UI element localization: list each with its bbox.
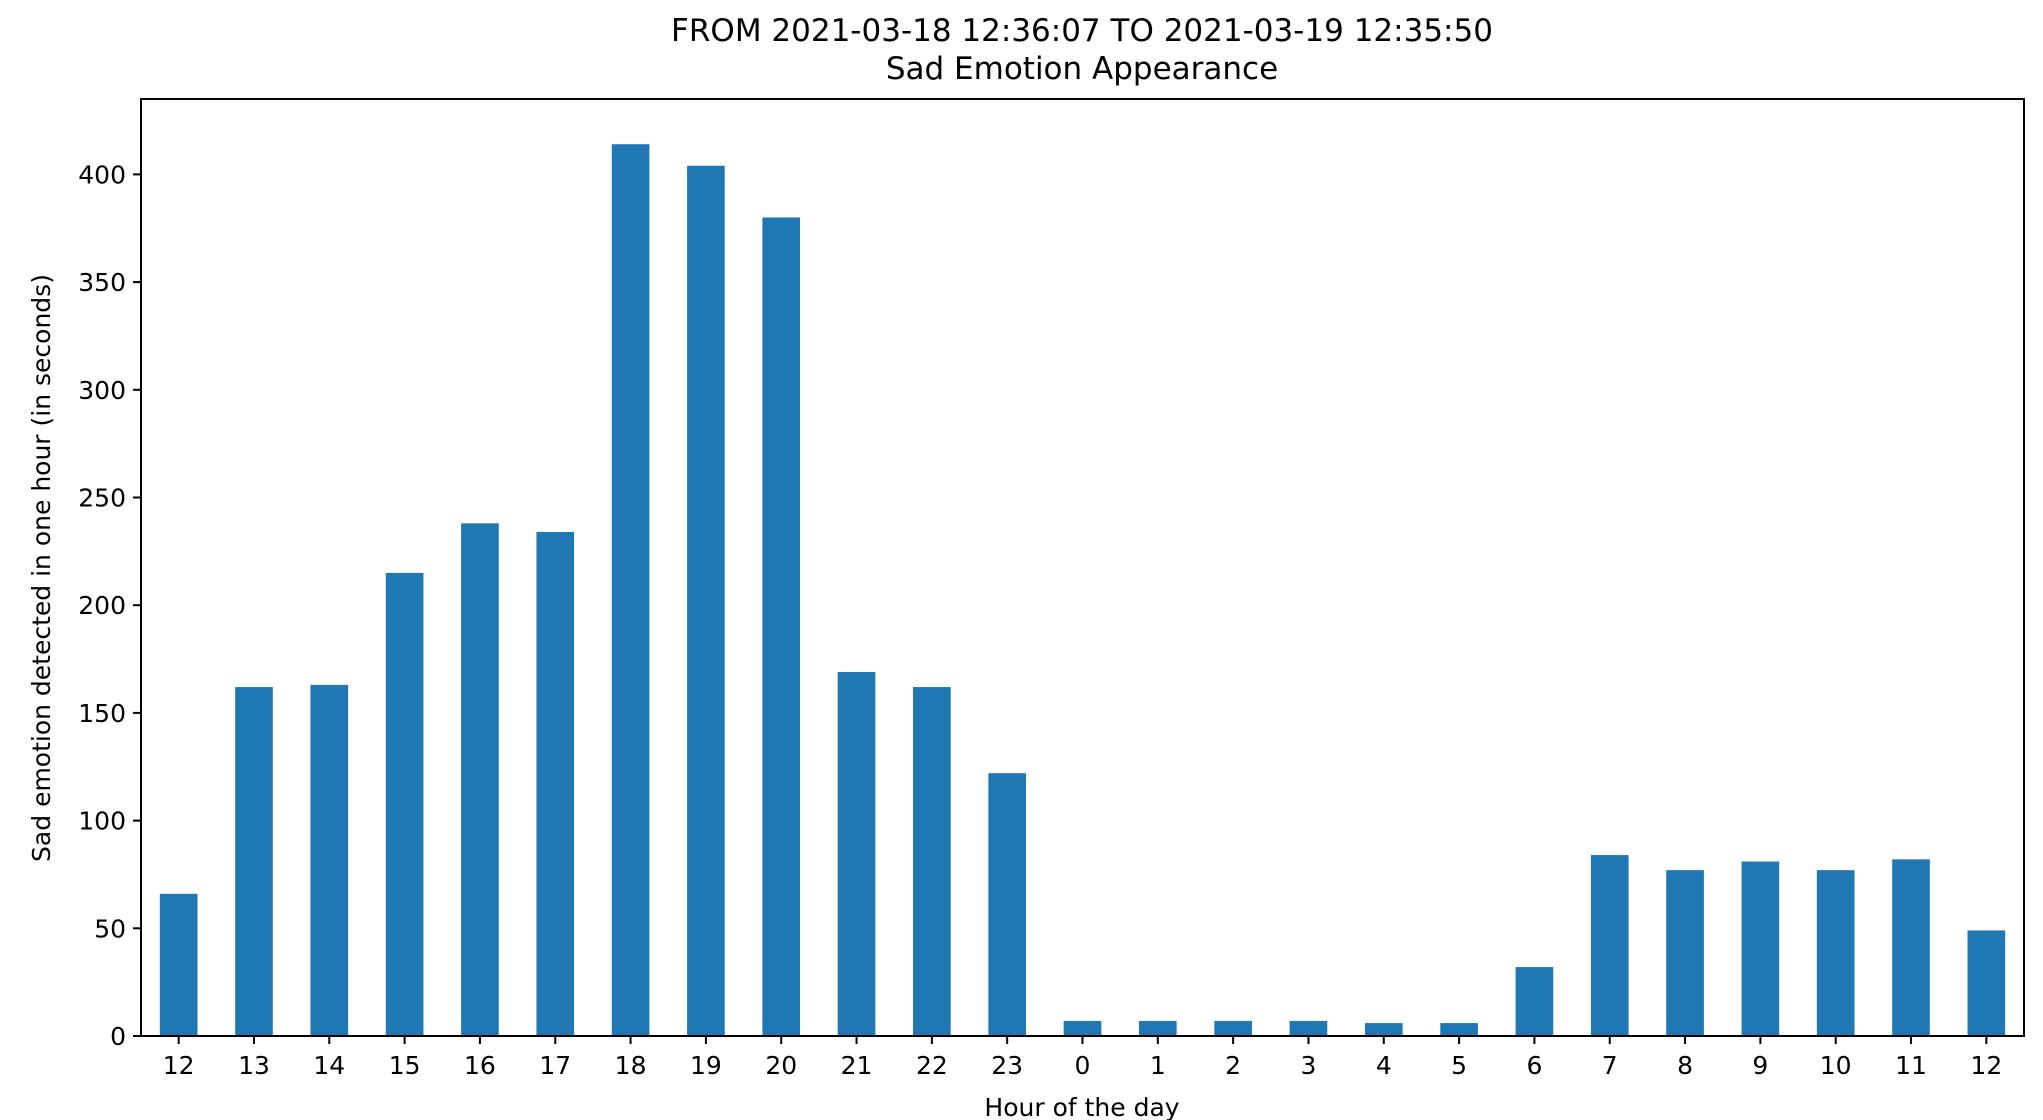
bar-24 <box>1967 930 2006 1036</box>
x-tick-label-7: 19 <box>690 1051 722 1080</box>
bar-22 <box>1816 870 1855 1036</box>
y-ticks-group: 0 50 100 150 200 250 300 350 400 <box>78 160 141 1051</box>
bar-11 <box>988 773 1027 1036</box>
y-tick-label-1: 50 <box>94 914 126 943</box>
bar-16 <box>1364 1023 1403 1036</box>
x-tick-label-15: 3 <box>1301 1051 1317 1080</box>
y-axis-label: Sad emotion detected in one hour (in sec… <box>27 274 56 862</box>
y-tick-label-6: 300 <box>78 376 126 405</box>
y-tick-label-2: 100 <box>78 807 126 836</box>
plot-frame <box>140 98 2025 1037</box>
bar-1 <box>235 687 273 1036</box>
bar-5 <box>536 531 575 1036</box>
x-tick-label-4: 16 <box>464 1051 496 1080</box>
x-tick-label-18: 6 <box>1526 1051 1542 1080</box>
x-tick-label-13: 1 <box>1150 1051 1166 1080</box>
x-axis-label: Hour of the day <box>984 1093 1179 1120</box>
x-tick-label-16: 4 <box>1376 1051 1392 1080</box>
bar-0 <box>159 893 198 1036</box>
x-tick-label-8: 20 <box>765 1051 797 1080</box>
bar-18 <box>1515 967 1554 1036</box>
chart-subtitle: Sad Emotion Appearance <box>886 51 1278 87</box>
bar-4 <box>461 523 499 1036</box>
bar-8 <box>762 217 801 1037</box>
x-tick-label-12: 0 <box>1075 1051 1091 1080</box>
bar-3 <box>385 572 424 1036</box>
y-tick-label-5: 250 <box>78 483 126 512</box>
x-tick-label-23: 11 <box>1895 1051 1927 1080</box>
bar-21 <box>1741 861 1780 1036</box>
bar-13 <box>1138 1020 1177 1036</box>
bar-7 <box>687 165 725 1036</box>
x-tick-label-19: 7 <box>1602 1051 1618 1080</box>
y-tick-label-7: 350 <box>78 268 126 297</box>
bar-15 <box>1289 1020 1328 1036</box>
y-tick-label-0: 0 <box>110 1022 126 1051</box>
bar-17 <box>1440 1023 1478 1036</box>
bar-12 <box>1063 1020 1102 1036</box>
bars-group <box>159 144 2006 1037</box>
x-tick-label-22: 10 <box>1820 1051 1852 1080</box>
x-tick-label-2: 14 <box>313 1051 345 1080</box>
bar-10 <box>913 687 951 1036</box>
bar-14 <box>1214 1020 1252 1036</box>
chart-title: FROM 2021-03-18 12:36:07 TO 2021-03-19 1… <box>671 13 1493 49</box>
x-tick-label-1: 13 <box>238 1051 270 1080</box>
x-tick-label-5: 17 <box>539 1051 571 1080</box>
bar-20 <box>1666 870 1704 1036</box>
x-tick-label-6: 18 <box>615 1051 647 1080</box>
y-tick-label-3: 150 <box>78 699 126 728</box>
x-ticks-group: 12 13 14 15 16 17 18 19 20 21 22 23 0 1 2 3 4 5 6 7 8 9 10 11 12 <box>163 1036 2002 1080</box>
bar-6 <box>611 144 650 1037</box>
bar-23 <box>1892 859 1930 1036</box>
x-tick-label-14: 2 <box>1225 1051 1241 1080</box>
x-tick-label-11: 23 <box>991 1051 1023 1080</box>
bar-19 <box>1590 855 1629 1036</box>
x-tick-label-20: 8 <box>1677 1051 1693 1080</box>
x-tick-label-0: 12 <box>163 1051 195 1080</box>
x-tick-label-17: 5 <box>1451 1051 1467 1080</box>
bar-9 <box>837 671 876 1036</box>
x-tick-label-10: 22 <box>916 1051 948 1080</box>
y-tick-label-4: 200 <box>78 591 126 620</box>
x-tick-label-3: 15 <box>389 1051 421 1080</box>
y-tick-label-8: 400 <box>78 160 126 189</box>
x-tick-label-21: 9 <box>1752 1051 1768 1080</box>
x-tick-label-24: 12 <box>1970 1051 2002 1080</box>
bar-2 <box>310 684 349 1036</box>
x-tick-label-9: 21 <box>841 1051 873 1080</box>
